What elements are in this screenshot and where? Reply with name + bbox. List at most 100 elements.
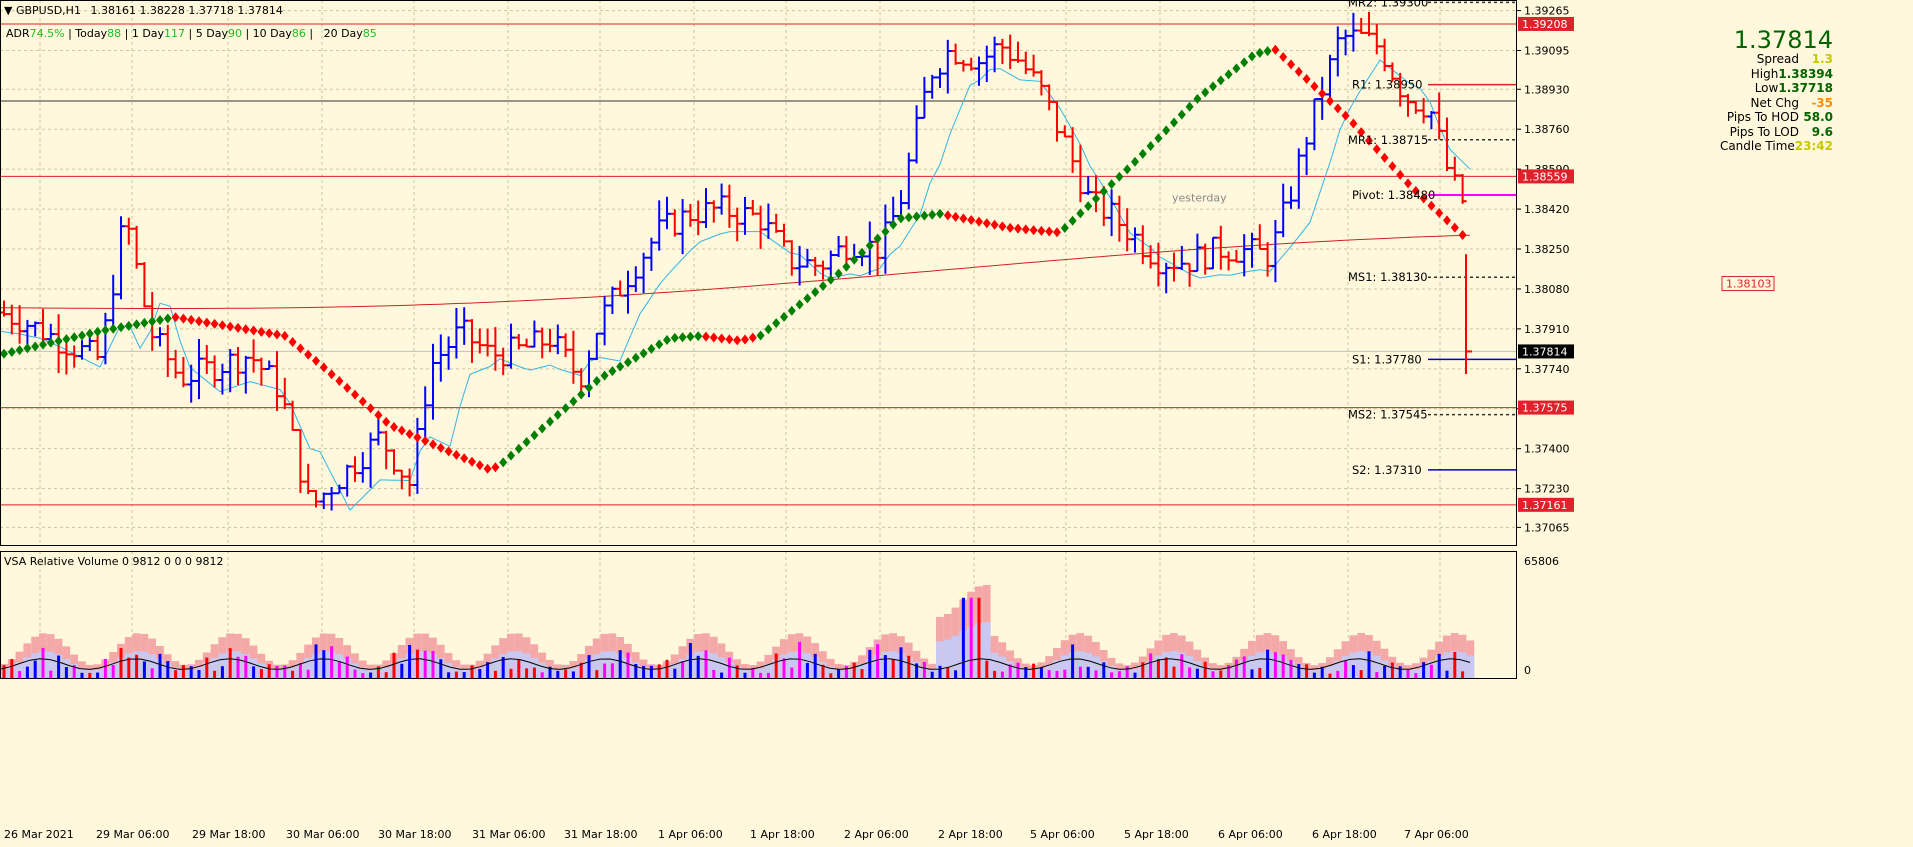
candle-bar [507,323,515,369]
trail-diamond [998,221,1007,232]
candle-bar [156,327,164,347]
candle-bar [23,319,32,348]
volume-bar [72,665,76,678]
trail-diamond [741,334,749,345]
trail-diamond [936,208,944,219]
trail-diamond [1404,178,1412,189]
volume-bar [1039,667,1043,678]
trail-diamond [850,254,859,265]
trail-diamond [795,299,804,310]
trail-diamond [1162,125,1171,136]
trail-diamond [148,316,157,327]
info-label: Spread [1756,52,1799,66]
candle-bar [405,468,414,497]
candle-bar [1255,224,1264,250]
candle-bar [1154,242,1163,287]
candle-bar [1271,219,1280,283]
trail-diamond [709,332,718,343]
volume-band-inner [764,664,773,678]
price-axis-label: 1.38080 [1524,283,1570,296]
trail-diamond [85,328,94,339]
volume-bar [720,672,724,678]
volume-bar [1156,659,1160,678]
candle-bar [522,338,531,348]
volume-bar [80,672,84,678]
info-label: Net Chg [1750,95,1799,110]
trail-diamond [1076,208,1085,219]
candle-bar [1443,117,1451,172]
candle-bar [1092,175,1100,213]
day1-label: 1 Day [131,27,165,40]
volume-bar [1289,659,1293,678]
candle-bar [296,428,305,493]
volume-band-inner [1076,651,1085,678]
candle-bar [1037,70,1046,96]
candle-bar [795,245,804,286]
info-row: Candle Time23:42 [1720,139,1833,154]
candle-bar [569,330,578,384]
trail-diamond [429,439,437,450]
candle-bar [561,333,570,358]
price-axis-label: 1.38760 [1524,123,1570,136]
volume-bar [1367,651,1371,678]
candle-bar [881,204,890,274]
trail-diamond [1209,81,1217,92]
candle-bar [249,339,258,373]
volume-bar [41,647,45,678]
trail-diamond [226,321,235,332]
time-axis-label: 6 Apr 06:00 [1218,828,1283,841]
separator: | [245,27,253,40]
trail-diamond [124,320,133,331]
trail-diamond [1333,103,1342,114]
trail-diamond [171,312,180,323]
candle-bar [1341,29,1350,56]
candle-bar [78,340,86,360]
price-axis-label: 1.37230 [1524,483,1570,496]
trail-diamond [702,331,710,342]
candle-bar [436,334,445,382]
candle-bar [1053,100,1061,142]
trail-diamond [897,213,905,224]
trail-diamond [507,450,515,461]
adr-value: 74.5% [29,27,65,40]
volume-bar [431,651,435,678]
time-axis-label: 5 Apr 18:00 [1124,828,1189,841]
candle-bar [1427,111,1436,130]
volume-bar [532,667,536,678]
candle-bar [920,76,929,119]
candle-bar [491,327,500,371]
volume-bar [1008,664,1012,678]
candle-bar [1060,125,1069,138]
volume-bar [1086,666,1090,678]
trail-diamond [1138,148,1147,159]
separator: | [309,27,321,40]
trail-diamond [881,226,890,237]
candle-bar [897,190,905,218]
trail-diamond [787,305,796,316]
candle-bar [1006,34,1015,70]
candle-bar [1357,17,1366,34]
candle-bar [62,343,71,375]
candle-bar [811,256,820,276]
price-axis-label: 1.37740 [1524,363,1570,376]
time-axis-label: 2 Apr 06:00 [844,828,909,841]
volume-bar [415,649,419,678]
trail-diamond [163,313,172,324]
volume-bar [868,649,872,678]
trail-diamond [397,425,406,436]
volume-bar [1117,671,1121,678]
volume-bar [103,658,107,678]
pivot-label: MR2: 1.39300 [1348,0,1428,9]
volume-band-inner [1255,652,1264,678]
dropdown-triangle-icon[interactable]: ▼ [4,4,13,17]
volume-band-inner [1053,659,1061,678]
volume-bar [88,672,92,678]
trail-diamond [1435,208,1444,219]
trail-diamond [319,362,328,373]
trail-diamond [561,403,570,414]
volume-bar [883,654,887,678]
candle-bar [1146,245,1155,269]
candle-bar [1380,38,1389,72]
